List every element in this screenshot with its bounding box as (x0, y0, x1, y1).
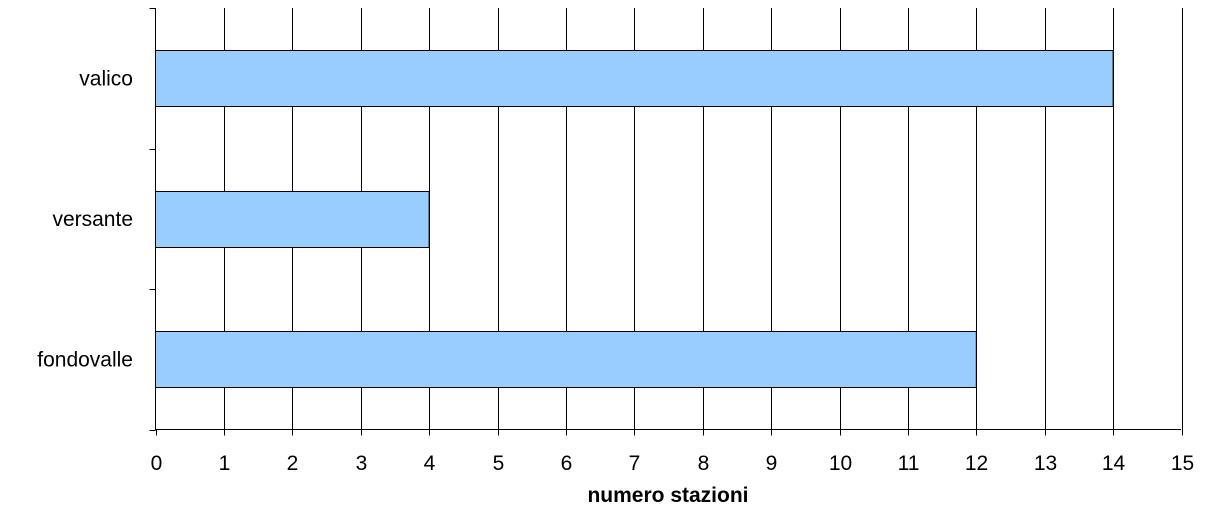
bar-valico (155, 50, 1114, 107)
x-tick-label: 4 (424, 452, 436, 475)
x-tick-label: 10 (829, 452, 852, 475)
x-tick-label: 6 (561, 452, 573, 475)
x-axis-title: numero stazioni (587, 484, 748, 507)
x-tick-label: 11 (898, 452, 920, 475)
x-tick-label: 13 (1034, 452, 1057, 475)
x-tick-label: 3 (356, 452, 368, 475)
x-tick-label: 15 (1171, 452, 1194, 475)
x-tick-label: 5 (493, 452, 505, 475)
category-label-valico: valico (79, 67, 133, 90)
x-tick-label: 2 (287, 452, 299, 475)
y-axis-categories: valico versante fondovalle (37, 67, 133, 371)
bar-group (155, 50, 1114, 388)
x-tick-label: 12 (965, 452, 988, 475)
x-axis-ticks: 0 1 2 3 4 5 6 7 8 9 10 11 12 13 14 15 (151, 429, 1194, 475)
bar-fondovalle (155, 331, 977, 388)
x-tick-label: 8 (698, 452, 710, 475)
x-tick-label: 14 (1102, 452, 1126, 475)
x-tick-label: 7 (629, 452, 641, 475)
axes (149, 8, 1181, 431)
x-tick-label: 9 (766, 452, 778, 475)
category-label-versante: versante (52, 208, 133, 231)
bar-versante (155, 191, 430, 248)
x-tick-label: 0 (151, 452, 163, 475)
x-tick-label: 1 (219, 452, 231, 475)
category-label-fondovalle: fondovalle (37, 348, 133, 371)
